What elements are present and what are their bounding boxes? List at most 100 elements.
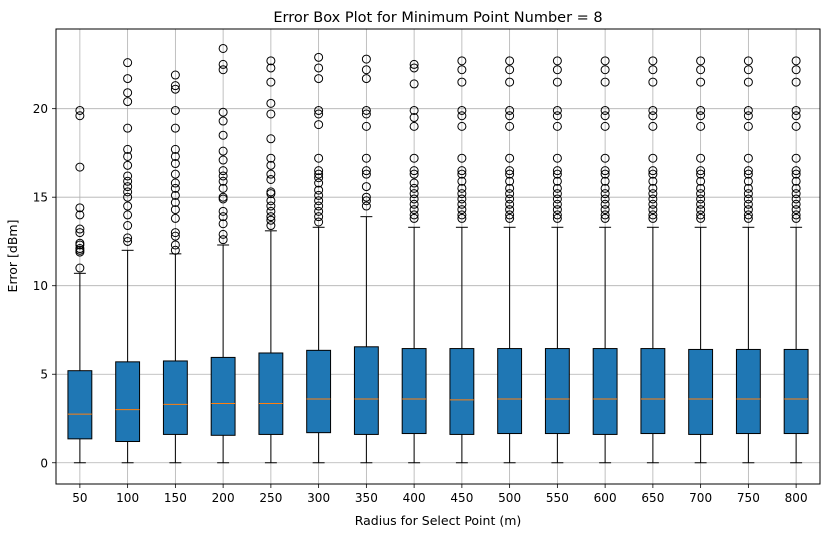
outlier-point — [218, 146, 228, 156]
outlier-point — [600, 77, 610, 87]
outlier-point — [409, 79, 419, 89]
iqr-box — [353, 346, 379, 435]
outlier-point — [791, 194, 801, 204]
outlier-point — [218, 59, 228, 69]
outlier-point — [600, 183, 610, 193]
outlier-point — [457, 194, 467, 204]
box-250 — [258, 56, 284, 464]
outlier-point — [218, 65, 228, 75]
outlier-point — [648, 105, 658, 115]
box-layer — [67, 43, 809, 464]
iqr-box — [640, 348, 666, 435]
outlier-point — [791, 166, 801, 176]
outlier-point — [600, 65, 610, 75]
outlier-point — [791, 77, 801, 87]
outlier-point — [696, 121, 706, 131]
outlier-point — [409, 210, 419, 220]
outlier-point — [314, 120, 324, 130]
outlier-point — [314, 109, 324, 119]
outlier-point — [696, 65, 706, 75]
outlier-point — [791, 183, 801, 193]
outlier-point — [696, 189, 706, 199]
outlier-point — [170, 123, 180, 133]
outlier-point — [75, 238, 85, 248]
x-tick-label: 600 — [594, 491, 617, 505]
outlier-point — [648, 189, 658, 199]
y-axis-label: Error [dBm] — [5, 220, 20, 293]
iqr-box — [783, 348, 809, 435]
outlier-point — [743, 77, 753, 87]
x-tick-label: 750 — [737, 491, 760, 505]
x-tick-label: 300 — [307, 491, 330, 505]
x-tick-label: 50 — [72, 491, 87, 505]
outlier-point — [266, 63, 276, 73]
outlier-point — [170, 144, 180, 154]
outlier-point — [743, 166, 753, 176]
outlier-point — [505, 213, 515, 223]
outlier-point — [600, 176, 610, 186]
outlier-point — [314, 201, 324, 211]
outlier-point — [600, 210, 610, 220]
outlier-point — [791, 105, 801, 115]
x-tick-label: 500 — [498, 491, 521, 505]
outlier-point — [266, 212, 276, 222]
outlier-point — [743, 176, 753, 186]
outlier-point — [123, 151, 133, 161]
outlier-point — [457, 105, 467, 115]
outlier-point — [218, 192, 228, 202]
outlier-point — [505, 77, 515, 87]
outlier-point — [170, 231, 180, 241]
outlier-point — [648, 56, 658, 66]
iqr-box — [688, 348, 714, 435]
outlier-point — [552, 176, 562, 186]
outlier-point — [123, 97, 133, 107]
outlier-point — [600, 213, 610, 223]
outlier-point — [218, 171, 228, 181]
outlier-point — [743, 210, 753, 220]
outlier-point — [266, 221, 276, 231]
x-tick-label: 650 — [641, 491, 664, 505]
outlier-point — [409, 105, 419, 115]
outlier-point — [791, 213, 801, 223]
outlier-point — [409, 113, 419, 123]
outlier-point — [170, 228, 180, 238]
outlier-point — [266, 174, 276, 184]
outlier-point — [409, 169, 419, 179]
outlier-point — [266, 109, 276, 119]
outlier-point — [600, 199, 610, 209]
outlier-point — [409, 205, 419, 215]
box-800 — [783, 56, 809, 464]
outlier-point — [170, 84, 180, 94]
box-150 — [162, 70, 188, 464]
outlier-point — [552, 65, 562, 75]
outlier-point — [648, 111, 658, 121]
box-400 — [401, 59, 427, 464]
x-tick-label: 800 — [785, 491, 808, 505]
outlier-point — [696, 183, 706, 193]
outlier-point — [457, 166, 467, 176]
outlier-point — [314, 166, 324, 176]
outlier-point — [743, 111, 753, 121]
outlier-point — [123, 58, 133, 68]
y-tick-label: 10 — [33, 279, 48, 293]
outlier-point — [75, 162, 85, 172]
box-600 — [592, 56, 618, 464]
outlier-point — [696, 56, 706, 66]
outlier-point — [600, 121, 610, 131]
outlier-point — [75, 210, 85, 220]
outlier-point — [743, 199, 753, 209]
outlier-point — [218, 107, 228, 117]
outlier-point — [218, 166, 228, 176]
outlier-point — [123, 221, 133, 231]
box-450 — [449, 56, 475, 464]
outlier-point — [266, 134, 276, 144]
outlier-point — [505, 176, 515, 186]
outlier-point — [696, 111, 706, 121]
outlier-point — [409, 183, 419, 193]
outlier-point — [123, 123, 133, 133]
outlier-point — [170, 245, 180, 255]
outlier-point — [743, 205, 753, 215]
outlier-point — [505, 199, 515, 209]
